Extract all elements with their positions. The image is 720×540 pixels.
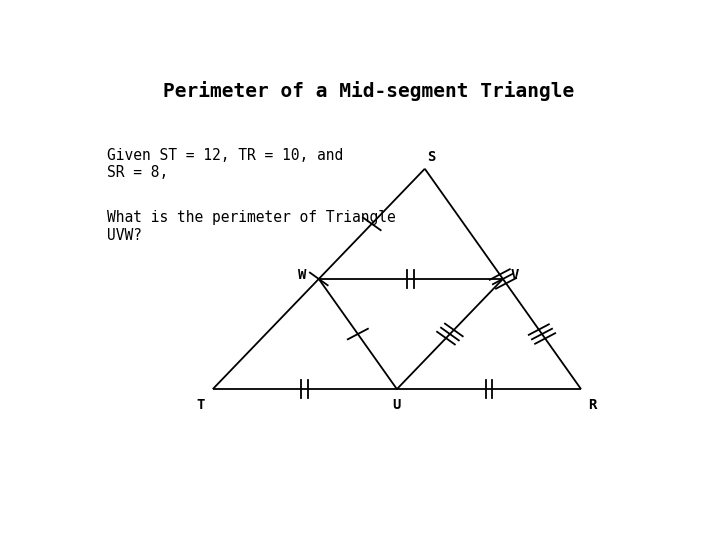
Text: T: T	[197, 398, 204, 412]
Text: U: U	[392, 398, 401, 412]
Text: Given ST = 12, TR = 10, and
SR = 8,: Given ST = 12, TR = 10, and SR = 8,	[107, 148, 343, 180]
Text: Perimeter of a Mid-segment Triangle: Perimeter of a Mid-segment Triangle	[163, 82, 575, 102]
Text: S: S	[427, 150, 436, 164]
Text: R: R	[588, 398, 596, 412]
Text: W: W	[298, 268, 306, 282]
Text: V: V	[511, 268, 519, 282]
Text: What is the perimeter of Triangle
UVW?: What is the perimeter of Triangle UVW?	[107, 210, 395, 242]
